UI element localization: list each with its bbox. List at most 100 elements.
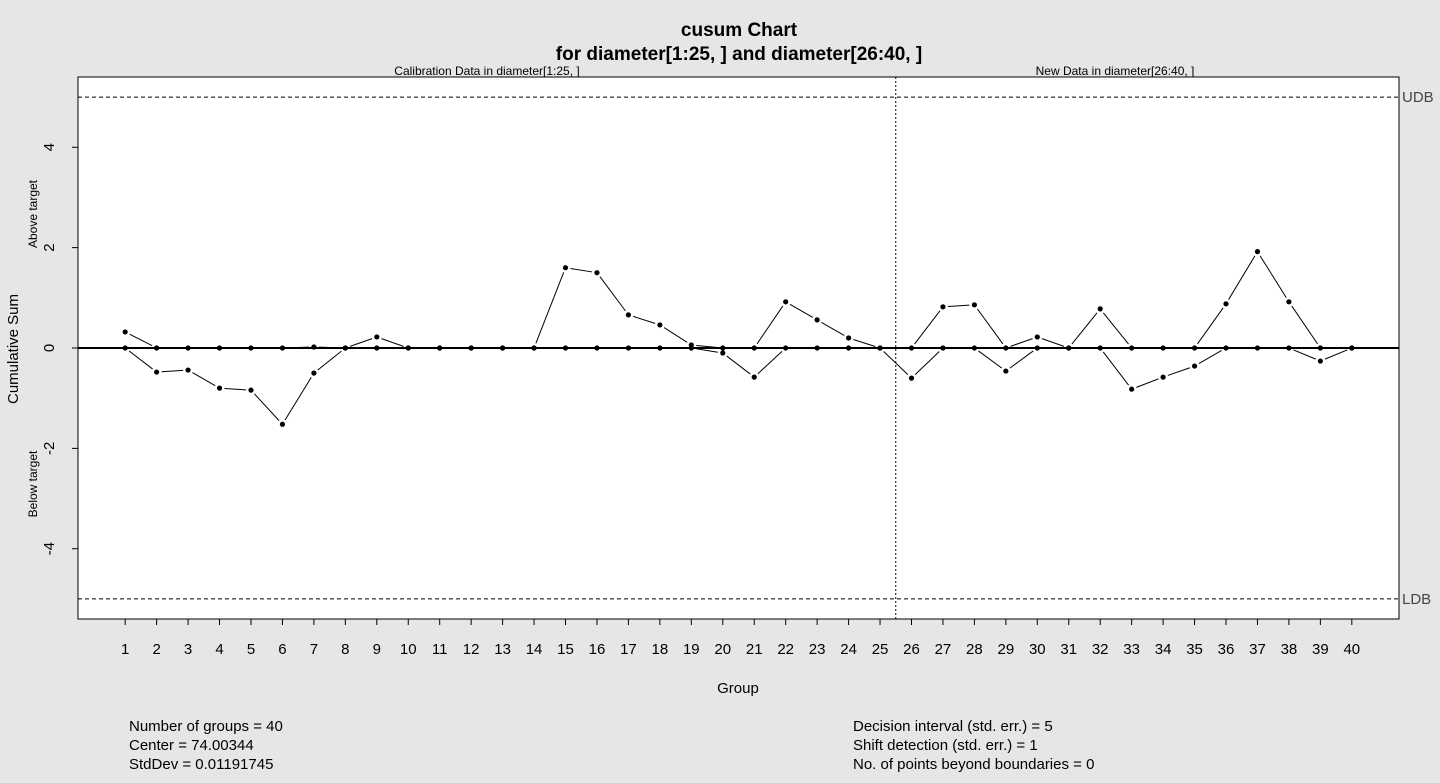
series-1-segment: [349, 338, 373, 347]
series-2-point-7: [311, 370, 317, 376]
x-tick-label: 38: [1281, 641, 1298, 658]
series-1-point-27: [940, 304, 946, 310]
series-2-segment: [883, 351, 909, 376]
series-1-segment: [696, 344, 718, 349]
series-1-point-37: [1254, 249, 1261, 255]
series-1-segment: [663, 327, 688, 343]
series-1-segment: [570, 267, 593, 273]
series-1-point-15: [562, 265, 569, 271]
stats-number-of-groups: Number of groups = 40: [129, 718, 283, 735]
series-2-point-26: [908, 375, 915, 381]
calibration-data-label: Calibration Data in diameter[1:25, ]: [394, 64, 579, 78]
series-1-point-6: [279, 345, 286, 351]
series-1-point-39: [1317, 345, 1323, 351]
series-2-segment: [726, 355, 751, 375]
series-2-point-8: [342, 345, 348, 351]
y-axis-above-label: Above target: [26, 179, 40, 248]
x-tick-label: 16: [589, 641, 606, 658]
series-1-point-17: [625, 312, 632, 318]
x-tick-label: 9: [373, 641, 381, 658]
series-1-point-36: [1223, 301, 1229, 307]
series-2-point-23: [814, 345, 820, 351]
x-tick-label: 12: [463, 641, 480, 658]
series-2-point-17: [625, 345, 632, 351]
series-2-point-18: [657, 345, 663, 351]
series-2-point-25: [877, 345, 883, 351]
x-tick-label: 7: [310, 641, 318, 658]
series-1-segment: [1010, 338, 1033, 347]
y-axis-label: Cumulative Sum: [5, 294, 22, 404]
series-2-point-21: [751, 374, 757, 380]
series-1-segment: [914, 310, 941, 345]
x-tick-label: 8: [341, 641, 349, 658]
series-1-point-3: [185, 345, 191, 351]
y-tick-label: -2: [41, 442, 58, 455]
x-tick-label: 36: [1218, 641, 1235, 658]
series-2-point-2: [154, 369, 160, 375]
series-1-segment: [535, 272, 565, 344]
x-tick-label: 2: [152, 641, 160, 658]
series-2-point-14: [531, 345, 537, 351]
series-1-segment: [976, 308, 1004, 345]
series-2-point-36: [1223, 345, 1229, 351]
series-2-point-38: [1286, 345, 1292, 351]
x-tick-label: 18: [652, 641, 669, 658]
series-1-point-35: [1191, 345, 1198, 351]
x-tick-label: 11: [432, 641, 448, 658]
y-tick-label: 0: [41, 344, 58, 352]
series-1-point-20: [720, 345, 726, 351]
series-1-point-7: [311, 344, 317, 350]
series-2-point-5: [248, 387, 254, 393]
series-1-segment: [789, 303, 814, 318]
x-tick-label: 3: [184, 641, 192, 658]
series-2-point-11: [437, 345, 443, 351]
x-tick-label: 27: [935, 641, 952, 658]
series-1-segment: [1197, 307, 1224, 345]
series-2-segment: [317, 350, 342, 371]
series-1-point-23: [814, 317, 820, 323]
x-tick-label: 31: [1060, 641, 1077, 658]
series-1-point-32: [1097, 306, 1103, 312]
new-data-label: New Data in diameter[26:40, ]: [1036, 64, 1195, 78]
y-tick-label: -4: [41, 542, 58, 555]
series-1-point-28: [971, 302, 977, 308]
series-1-point-30: [1034, 334, 1040, 340]
series-2-point-1: [122, 345, 128, 351]
series-1-point-24: [845, 335, 852, 341]
series-2-point-39: [1317, 358, 1323, 364]
series-1-segment: [1228, 255, 1256, 300]
series-2-point-24: [845, 345, 852, 351]
series-2-segment: [1009, 350, 1034, 369]
stats-right-panel: Decision interval (std. err.) = 5 Shift …: [853, 717, 1094, 774]
series-1-point-16: [594, 270, 600, 276]
x-tick-label: 19: [683, 641, 700, 658]
series-2-point-6: [279, 421, 286, 427]
series-1-point-21: [751, 345, 757, 351]
x-tick-label: 5: [247, 641, 255, 658]
series-2-point-22: [783, 345, 789, 351]
stats-center: Center = 74.00344: [129, 737, 254, 754]
series-1-segment: [599, 276, 626, 312]
x-tick-label: 40: [1343, 641, 1360, 658]
series-2-segment: [1167, 367, 1191, 376]
series-2-segment: [254, 393, 280, 421]
series-2-segment: [1198, 350, 1222, 365]
series-2-point-33: [1129, 386, 1135, 392]
x-tick-label: 37: [1249, 641, 1266, 658]
series-1-point-9: [374, 334, 380, 340]
series-2-segment: [1136, 378, 1159, 388]
chart-title: cusum Chart: [681, 20, 798, 41]
series-1-point-2: [154, 345, 160, 351]
x-tick-label: 26: [903, 641, 920, 658]
series-2-point-37: [1254, 345, 1261, 351]
x-tick-label: 39: [1312, 641, 1329, 658]
series-2-segment: [284, 377, 312, 421]
x-tick-label: 10: [400, 641, 417, 658]
series-1-point-29: [1003, 345, 1009, 351]
series-1-segment: [287, 346, 309, 349]
stats-shift-detection: Shift detection (std. err.) = 1: [853, 737, 1038, 754]
series-1-segment: [1259, 255, 1287, 298]
series-2-point-20: [720, 350, 726, 356]
series-2-point-27: [940, 345, 946, 351]
x-tick-label: 34: [1155, 641, 1172, 658]
